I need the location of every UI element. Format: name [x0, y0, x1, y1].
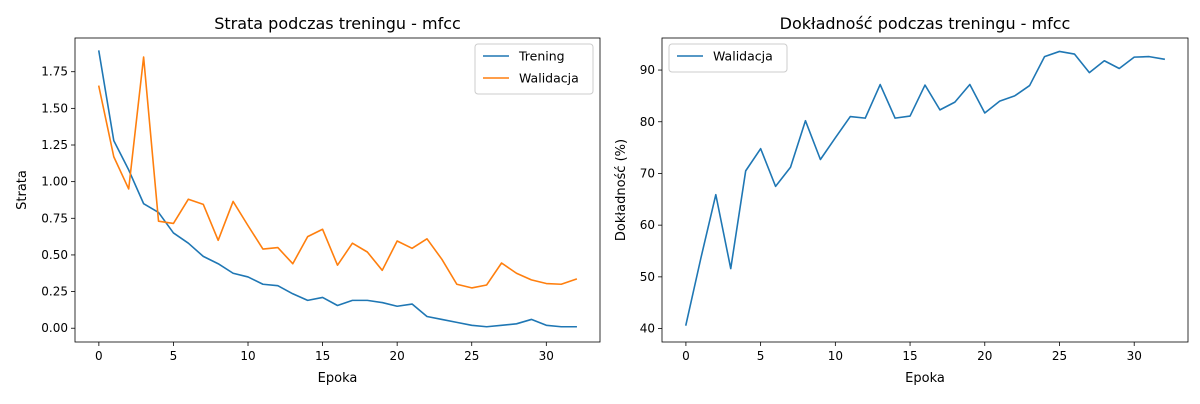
x-axis-label: Epoka	[318, 371, 358, 386]
y-tick-label: 0.50	[41, 248, 68, 262]
x-tick-label: 5	[757, 349, 765, 363]
y-axis-label: Strata	[15, 170, 30, 210]
chart-title: Strata podczas treningu - mfcc	[214, 14, 461, 33]
y-tick-label: 50	[640, 270, 655, 284]
legend-label-0: Trening	[518, 49, 565, 64]
series-line-0	[97, 50, 577, 328]
x-tick-label: 0	[682, 349, 690, 363]
x-tick-label: 20	[977, 349, 992, 363]
legend-box	[668, 43, 788, 73]
y-tick-label: 0.00	[41, 321, 68, 335]
legend: Walidacja	[668, 43, 788, 73]
x-tick-label: 15	[902, 349, 917, 363]
plot-frame	[74, 37, 601, 343]
x-tick-label: 20	[390, 349, 405, 363]
y-axis-label: Dokładność (%)	[614, 139, 629, 241]
plot-frame	[661, 37, 1189, 343]
y-tick-label: 1.50	[41, 101, 68, 115]
x-tick-label: 10	[828, 349, 843, 363]
x-axis-label: Epoka	[905, 371, 945, 386]
x-tick-label: 10	[240, 349, 255, 363]
y-tick-label: 1.25	[41, 138, 68, 152]
x-tick-label: 30	[539, 349, 554, 363]
y-tick-label: 40	[640, 322, 655, 336]
y-tick-label: 0.75	[41, 211, 68, 225]
x-tick-label: 0	[95, 349, 103, 363]
series-line-1	[97, 56, 578, 289]
legend-label-0: Walidacja	[713, 49, 773, 64]
y-tick-label: 0.25	[41, 285, 68, 299]
x-tick-label: 25	[1052, 349, 1067, 363]
legend: Trening Walidacja	[474, 43, 594, 95]
x-tick-label: 30	[1127, 349, 1142, 363]
x-tick-label: 25	[464, 349, 479, 363]
legend-label-1: Walidacja	[519, 71, 579, 86]
y-tick-label: 1.00	[41, 175, 68, 189]
x-tick-label: 15	[315, 349, 330, 363]
loss-chart: Strata podczas treningu - mfcc 0 5 10 15 20 25…	[15, 14, 601, 386]
x-tick-label: 5	[170, 349, 178, 363]
chart-title: Dokładność podczas treningu - mfcc	[780, 14, 1071, 33]
y-tick-label: 60	[640, 218, 655, 232]
y-tick-label: 90	[640, 63, 655, 77]
y-tick-label: 1.75	[41, 65, 68, 79]
accuracy-chart: Dokładność podczas treningu - mfcc 0 5 10 15…	[614, 14, 1189, 386]
y-tick-label: 70	[640, 166, 655, 180]
series-line-0	[684, 50, 1166, 326]
y-tick-label: 80	[640, 115, 655, 129]
